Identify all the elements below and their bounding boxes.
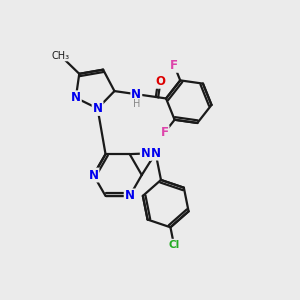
Text: F: F bbox=[160, 126, 169, 139]
Text: N: N bbox=[93, 102, 103, 115]
Text: N: N bbox=[88, 169, 98, 182]
Text: N: N bbox=[131, 88, 141, 101]
Text: H: H bbox=[133, 99, 140, 109]
Text: F: F bbox=[170, 59, 178, 72]
Text: N: N bbox=[125, 189, 135, 203]
Text: Cl: Cl bbox=[168, 240, 179, 250]
Text: N: N bbox=[71, 91, 81, 104]
Text: N: N bbox=[151, 147, 160, 160]
Text: O: O bbox=[155, 75, 166, 88]
Text: N: N bbox=[141, 147, 151, 160]
Text: CH₃: CH₃ bbox=[52, 51, 70, 61]
